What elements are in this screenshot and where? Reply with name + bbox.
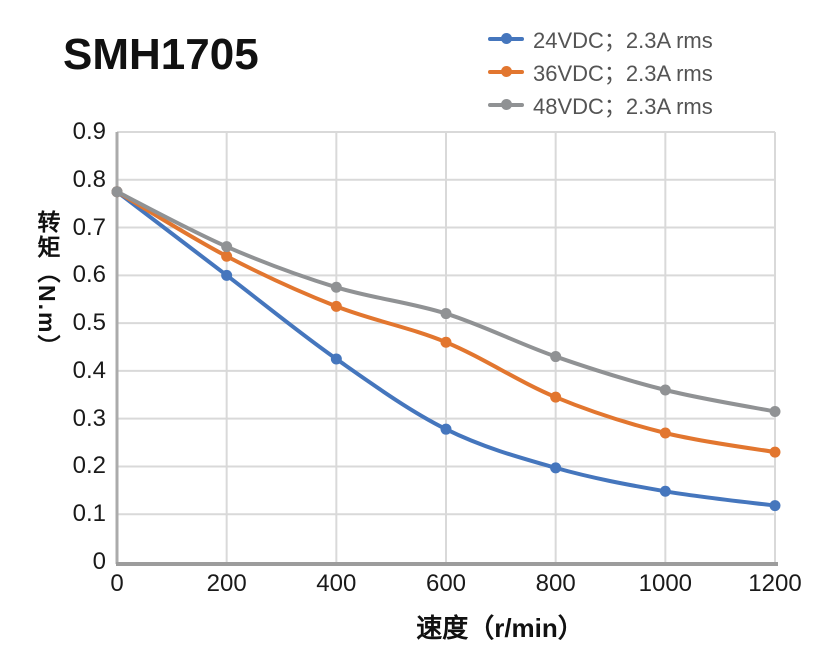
- y-tick-label: 0.8: [72, 165, 106, 193]
- x-tick-label: 400: [316, 570, 357, 597]
- legend: 24VDC；2.3A rms 36VDC；2.3A rms 48VDC；2.3A…: [488, 26, 713, 125]
- data-point-marker: [221, 250, 233, 262]
- data-point-marker: [111, 186, 123, 198]
- y-tick-label: 0.5: [72, 309, 106, 337]
- legend-item-48vdc: 48VDC；2.3A rms: [488, 92, 713, 119]
- legend-item-36vdc: 36VDC；2.3A rms: [488, 59, 713, 86]
- y-tick-label: 0.2: [72, 452, 106, 480]
- data-point-marker: [659, 384, 671, 396]
- data-point-marker: [659, 485, 671, 497]
- y-tick-label: 0.1: [72, 500, 106, 528]
- chart-title: SMH1705: [63, 30, 259, 79]
- data-point-marker: [769, 500, 781, 512]
- data-point-marker: [330, 281, 342, 293]
- x-tick-label: 800: [535, 570, 576, 597]
- y-tick-label: 0.3: [72, 404, 106, 432]
- data-point-marker: [550, 351, 562, 363]
- x-axis-title: 速度（r/min）: [416, 613, 584, 643]
- legend-label: 24VDC；2.3A rms: [533, 27, 713, 53]
- data-point-marker: [440, 308, 452, 320]
- x-tick-label: 0: [110, 570, 124, 597]
- data-point-marker: [440, 423, 452, 435]
- data-point-marker: [330, 353, 342, 365]
- data-point-marker: [330, 300, 342, 312]
- data-point-marker: [769, 406, 781, 417]
- legend-label: 48VDC；2.3A rms: [533, 93, 713, 119]
- legend-line-marker-icon: [488, 65, 524, 78]
- y-tick-label: 0.6: [72, 261, 106, 289]
- data-point-marker: [550, 391, 562, 403]
- data-point-marker: [769, 446, 781, 458]
- y-tick-label: 0.9: [72, 118, 106, 145]
- legend-line-marker-icon: [488, 32, 524, 45]
- y-axis-title: 转矩（N.m）: [34, 210, 60, 360]
- x-tick-label: 1000: [638, 570, 693, 597]
- y-tick-label: 0: [92, 548, 106, 575]
- x-tick-label: 200: [206, 570, 247, 597]
- legend-item-24vdc: 24VDC；2.3A rms: [488, 26, 713, 53]
- data-point-marker: [659, 427, 671, 439]
- legend-line-marker-icon: [488, 98, 524, 111]
- x-tick-label: 1200: [748, 570, 802, 597]
- data-point-marker: [440, 336, 452, 348]
- x-tick-label: 600: [425, 570, 467, 597]
- data-point-marker: [550, 462, 562, 474]
- data-point-marker: [221, 241, 233, 253]
- y-tick-label: 0.7: [72, 213, 106, 241]
- y-tick-label: 0.4: [72, 356, 106, 384]
- data-point-marker: [221, 269, 233, 281]
- legend-label: 36VDC；2.3A rms: [533, 60, 713, 86]
